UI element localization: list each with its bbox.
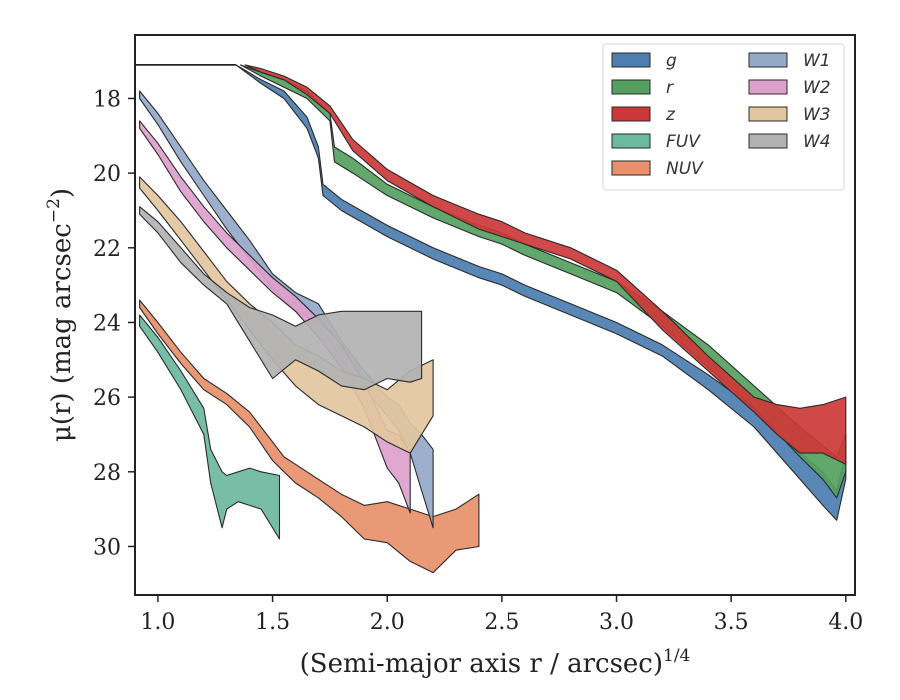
plot-area <box>139 64 847 574</box>
legend-item-w2: W2 <box>748 78 831 98</box>
x-tick-label: 1.5 <box>255 610 290 635</box>
legend-label: FUV <box>666 132 701 152</box>
legend-swatch <box>611 52 651 68</box>
x-axis-title-text: (Semi-major axis r / arcsec) <box>300 649 663 679</box>
x-tick-label: 3.0 <box>599 610 634 635</box>
legend-item-nuv: NUV <box>611 159 704 179</box>
band-z <box>244 64 847 465</box>
legend-label: W4 <box>803 132 831 152</box>
legend-swatch <box>748 52 788 68</box>
band-w4 <box>139 206 423 391</box>
y-axis: 18 20 22 24 26 28 30 <box>93 87 135 560</box>
legend-item-fuv: FUV <box>611 132 701 152</box>
y-tick-label: 18 <box>93 87 121 112</box>
legend-swatch <box>748 133 788 149</box>
x-tick-label: 2.5 <box>484 610 519 635</box>
legend-label: g <box>666 51 677 71</box>
legend-swatch <box>748 79 788 95</box>
y-tick-label: 20 <box>93 162 121 187</box>
legend-item-g: g <box>611 51 677 71</box>
x-axis-title-superscript: 1/4 <box>663 646 690 666</box>
legend-items: grz FUV NUV W1 W2 W3 W4 <box>611 51 831 179</box>
legend-swatch <box>611 106 651 122</box>
x-tick-label: 2.0 <box>370 610 405 635</box>
y-tick-label: 26 <box>93 386 121 411</box>
band-w2 <box>139 120 411 514</box>
legend-swatch <box>611 133 651 149</box>
legend: grz FUV NUV W1 W2 W3 W4 <box>602 43 845 191</box>
legend-label: r <box>666 78 674 98</box>
legend-label: NUV <box>666 159 704 179</box>
legend-item-z: z <box>611 105 676 125</box>
legend-item-r: r <box>611 78 674 98</box>
y-tick-label: 28 <box>93 461 121 486</box>
x-tick-label: 1.0 <box>140 610 175 635</box>
x-axis-title: (Semi-major axis r / arcsec)1/4 <box>300 646 691 679</box>
band-w1 <box>139 90 434 529</box>
legend-swatch <box>611 160 651 176</box>
y-axis-title: μ(r) (mag arcsec−2) <box>44 188 77 442</box>
legend-label: W1 <box>803 51 831 71</box>
plot-frame <box>134 34 856 596</box>
band-nuv <box>139 299 480 574</box>
legend-item-w3: W3 <box>748 105 831 125</box>
legend-label: W3 <box>803 105 831 125</box>
band-fuv <box>139 314 281 540</box>
legend-label: z <box>665 105 676 125</box>
y-axis-title-tail: ) <box>47 188 77 198</box>
legend-swatch <box>611 79 651 95</box>
legend-swatch <box>748 106 788 122</box>
legend-label: W2 <box>803 78 831 98</box>
legend-item-w1: W1 <box>748 51 831 71</box>
y-tick-label: 24 <box>93 311 121 336</box>
y-tick-label: 30 <box>93 535 121 560</box>
legend-item-w4: W4 <box>748 132 831 152</box>
x-tick-label: 4.0 <box>828 610 863 635</box>
y-axis-title-text: μ(r) (mag arcsec <box>47 223 77 442</box>
x-tick-label: 3.5 <box>714 610 749 635</box>
x-axis: 1.0 1.5 2.0 2.5 3.0 3.5 4.0 <box>140 595 863 635</box>
y-tick-label: 22 <box>93 237 121 262</box>
y-axis-title-superscript: −2 <box>44 198 64 223</box>
